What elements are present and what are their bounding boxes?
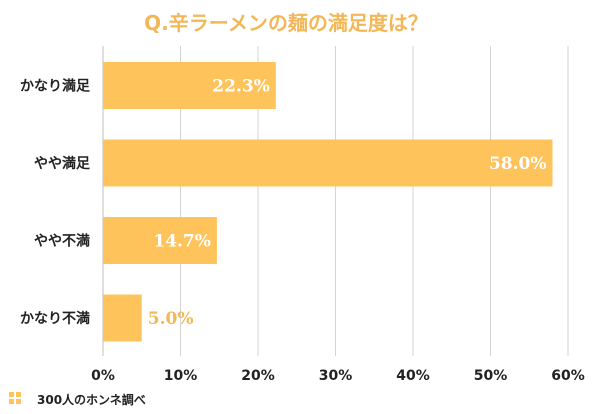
bar	[103, 139, 553, 187]
source-text: 300人のホンネ調べ	[37, 392, 146, 407]
bar	[103, 294, 142, 342]
category-label: やや不満	[34, 233, 90, 250]
source-note: 300人のホンネ調べ	[9, 392, 146, 407]
category-label: かなり満足	[20, 78, 91, 95]
category-label: やや満足	[34, 155, 91, 172]
x-tick-label: 40%	[396, 368, 430, 384]
x-tick-label: 50%	[474, 368, 508, 384]
x-tick-label: 20%	[241, 368, 275, 384]
value-layer: 22.3% 58.0% 14.7% 5.0%	[148, 77, 547, 330]
x-tick-label: 10%	[164, 368, 198, 384]
icon-dot	[9, 392, 14, 397]
data-label: 22.3%	[212, 77, 270, 97]
bar	[103, 217, 217, 264]
bar	[103, 62, 276, 109]
icon-dot	[9, 399, 14, 404]
tick-layer: 0% 10% 20% 30% 40% 50% 60%	[91, 368, 585, 384]
data-label: 14.7%	[153, 232, 211, 252]
grid-dots-icon	[9, 392, 21, 404]
category-label: かなり不満	[20, 310, 90, 327]
x-tick-label: 30%	[319, 368, 353, 384]
bar-layer	[103, 62, 553, 342]
icon-dot	[16, 399, 21, 404]
x-tick-label: 60%	[551, 368, 585, 384]
x-tick-label: 0%	[91, 368, 115, 384]
data-label: 5.0%	[148, 309, 194, 329]
chart-title: Q.辛ラーメンの麺の満足度は？	[144, 11, 428, 35]
icon-dot	[16, 392, 21, 397]
data-label: 58.0%	[489, 154, 547, 174]
